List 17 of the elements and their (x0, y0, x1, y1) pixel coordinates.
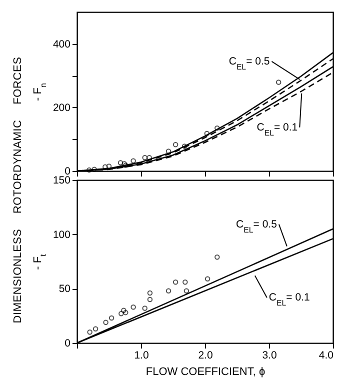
annotation: C$_{EL}$= 0.5 (228, 55, 270, 71)
annotation: C$_{EL}$= 0.1 (256, 121, 298, 137)
y-tick-label: 400 (52, 38, 71, 50)
text: DIMENSIONLESS ROTORDYNAMIC FORCES (12, 56, 24, 324)
x-tick-label: 1.0 (134, 350, 149, 362)
x-tick-label: 2.0 (198, 350, 213, 362)
x-axis-title: FLOW COEFFICIENT, ϕ (146, 366, 266, 378)
y-tick-label: 0 (64, 338, 71, 350)
y-tick-label: 150 (52, 174, 71, 186)
annotation: C$_{EL}$= 0.5 (236, 218, 278, 234)
y-tick-label: 200 (52, 102, 71, 114)
x-tick-label: 4.0 (318, 350, 334, 362)
x-tick-label: 3.0 (262, 350, 277, 362)
y-tick-label: 0 (64, 166, 71, 178)
y-tick-label: 100 (52, 228, 71, 241)
annotation: C$_{EL}$= 0.1 (268, 292, 310, 308)
y-tick-label: 50 (58, 283, 71, 296)
